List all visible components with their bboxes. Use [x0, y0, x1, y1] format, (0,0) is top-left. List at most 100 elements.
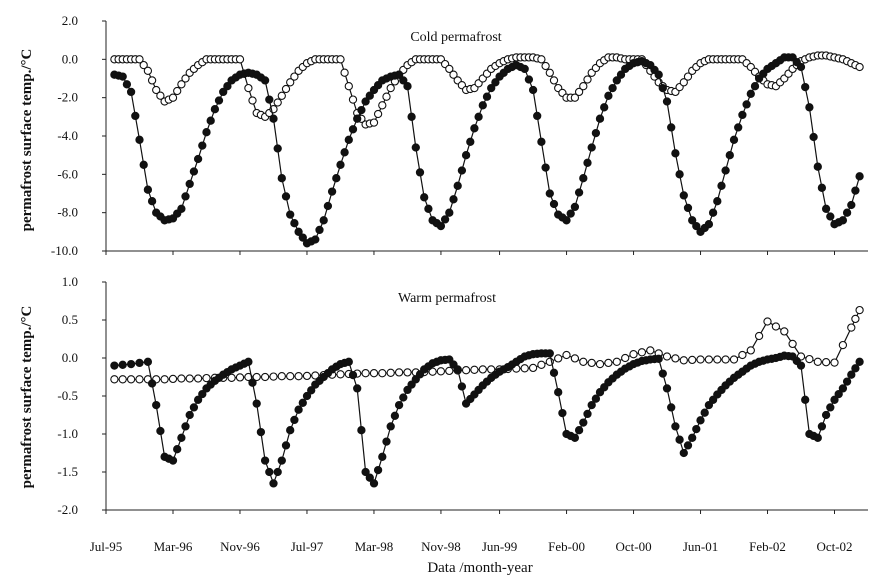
warm-y-ticks: 1.0 0.5 0.0 -0.5 -1.0 -1.5 -2.0 — [57, 274, 106, 517]
hollow-data-point — [378, 101, 387, 110]
filled-data-point — [135, 135, 144, 144]
hollow-data-point — [805, 354, 814, 364]
y-tick-label: 0.0 — [62, 51, 78, 66]
cold-y-ticks: 2.0 0.0 -2.0 -4.0 -6.0 -8.0 -10.0 — [51, 13, 106, 258]
hollow-data-point — [688, 355, 697, 365]
hollow-data-point — [662, 352, 672, 361]
hollow-data-point — [461, 366, 471, 375]
hollow-data-point — [248, 96, 257, 105]
filled-data-point — [265, 467, 274, 477]
filled-data-point — [826, 212, 835, 221]
filled-data-point — [704, 400, 714, 410]
filled-data-point — [390, 411, 400, 420]
filled-data-point — [855, 172, 864, 181]
hollow-data-point — [294, 372, 303, 381]
filled-data-point — [373, 465, 383, 475]
hollow-data-point — [382, 92, 391, 101]
filled-data-point — [729, 135, 739, 144]
filled-data-point — [290, 415, 299, 425]
filled-data-point — [315, 225, 324, 235]
hollow-data-point — [156, 91, 165, 100]
filled-data-point — [143, 185, 153, 194]
filled-data-point — [528, 85, 538, 95]
hollow-data-point — [470, 365, 479, 374]
filled-data-point — [294, 227, 303, 236]
hollow-data-point — [549, 76, 559, 85]
filled-data-point — [600, 103, 609, 112]
hollow-data-point — [177, 80, 186, 89]
filled-data-point — [654, 70, 663, 79]
y-tick-label: -0.5 — [57, 388, 78, 403]
filled-data-point — [353, 114, 362, 123]
filled-data-point — [721, 166, 730, 175]
hollow-data-point — [336, 370, 345, 379]
hollow-data-point — [286, 372, 295, 381]
filled-data-point — [746, 89, 755, 98]
filled-data-point — [654, 354, 663, 363]
filled-data-point — [587, 400, 596, 410]
hollow-data-point — [348, 95, 358, 104]
warm-y-axis-label: permafrost surface temp./°C — [19, 306, 35, 489]
filled-data-point — [323, 201, 333, 211]
hollow-data-point — [696, 355, 705, 364]
filled-data-point — [139, 160, 148, 169]
filled-data-point — [591, 128, 601, 138]
hollow-data-point — [286, 78, 295, 87]
filled-data-point — [126, 359, 136, 369]
hollow-data-point — [177, 374, 186, 383]
filled-data-point — [692, 221, 701, 231]
filled-data-point — [445, 208, 454, 217]
filled-data-point — [344, 135, 353, 144]
hollow-data-point — [361, 369, 370, 378]
filled-data-point — [189, 403, 199, 412]
hollow-data-point — [290, 72, 299, 81]
filled-data-point — [173, 445, 182, 454]
y-tick-label: 0.0 — [62, 350, 78, 365]
hollow-data-point — [143, 66, 153, 75]
hollow-data-point — [277, 372, 286, 381]
filled-data-point — [813, 162, 822, 171]
filled-data-point — [214, 96, 224, 105]
filled-data-point — [821, 410, 831, 420]
filled-data-point — [683, 203, 693, 213]
filled-data-point — [357, 105, 366, 115]
filled-data-point — [327, 187, 337, 196]
filled-data-point — [591, 394, 601, 403]
hollow-data-point — [344, 82, 353, 91]
filled-data-point — [407, 380, 416, 389]
filled-data-point — [545, 349, 554, 358]
filled-data-point — [545, 189, 554, 198]
hollow-data-point — [181, 74, 190, 83]
filled-data-point — [415, 168, 425, 177]
filled-data-point — [834, 389, 843, 399]
hollow-data-point — [721, 355, 730, 364]
filled-data-point — [734, 123, 743, 132]
x-tick-label: Oct-00 — [615, 539, 651, 554]
hollow-data-point — [436, 367, 446, 376]
hollow-data-point — [763, 317, 772, 326]
filled-data-point — [189, 167, 199, 176]
hollow-data-point — [135, 375, 144, 384]
filled-data-point — [298, 398, 307, 407]
filled-data-point — [126, 87, 136, 97]
filled-data-point — [122, 80, 132, 89]
hollow-data-point — [679, 78, 688, 87]
filled-data-point — [135, 358, 144, 368]
hollow-data-point — [545, 68, 554, 77]
filled-data-point — [679, 448, 688, 458]
filled-data-point — [847, 370, 856, 379]
filled-data-point — [713, 197, 722, 206]
filled-data-point — [658, 369, 667, 378]
hollow-data-point — [729, 355, 739, 364]
filled-data-point — [202, 128, 211, 137]
hollow-data-point — [445, 366, 454, 376]
filled-data-point — [675, 170, 684, 179]
filled-data-point — [801, 82, 810, 92]
filled-data-point — [193, 395, 203, 404]
filled-data-point — [805, 103, 814, 112]
warm-plot-area — [105, 282, 868, 514]
hollow-data-point — [704, 355, 714, 364]
x-tick-label: Feb-00 — [548, 539, 585, 554]
filled-data-point — [307, 386, 316, 395]
hollow-data-point — [152, 85, 161, 95]
